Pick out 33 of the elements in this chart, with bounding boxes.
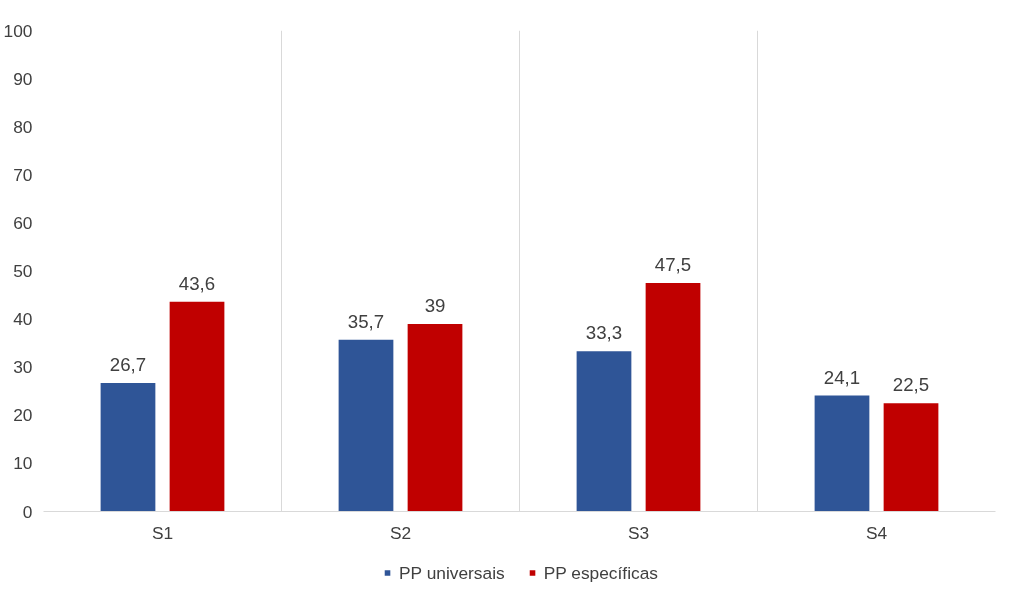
data-label: 33,3: [585, 322, 623, 344]
bar: [645, 283, 701, 512]
data-label: 22,5: [892, 374, 930, 396]
data-label: 24,1: [823, 366, 861, 388]
bar: [883, 403, 939, 512]
y-tick-label: 90: [13, 68, 33, 89]
y-tick-label: 60: [13, 212, 33, 233]
y-tick-label: 70: [13, 164, 33, 185]
x-tick-label: S1: [151, 522, 174, 543]
y-tick-label: 10: [13, 453, 33, 474]
bar: [338, 339, 394, 512]
bar: [576, 351, 632, 512]
y-tick-label: 30: [13, 357, 33, 378]
y-tick-label: 40: [13, 309, 33, 330]
bar: [814, 395, 870, 512]
y-tick-label: 50: [13, 261, 33, 281]
bar: [407, 323, 463, 512]
y-tick-label: 80: [13, 116, 33, 137]
x-tick-label: S4: [865, 522, 888, 543]
legend-label: PP universais: [399, 562, 505, 583]
bar: [100, 383, 156, 512]
y-tick-label: 100: [3, 20, 33, 41]
x-tick-label: S2: [389, 522, 412, 543]
data-label: 43,6: [178, 272, 216, 294]
y-tick-label: 20: [13, 405, 33, 426]
data-label: 26,7: [109, 354, 147, 376]
bar: [169, 301, 225, 512]
legend-label: PP específicas: [543, 562, 658, 583]
x-tick-label: S3: [627, 522, 650, 543]
y-tick-label: 0: [22, 501, 33, 522]
data-label: 35,7: [347, 310, 385, 332]
data-label: 39: [424, 294, 446, 316]
data-label: 47,5: [654, 254, 692, 276]
